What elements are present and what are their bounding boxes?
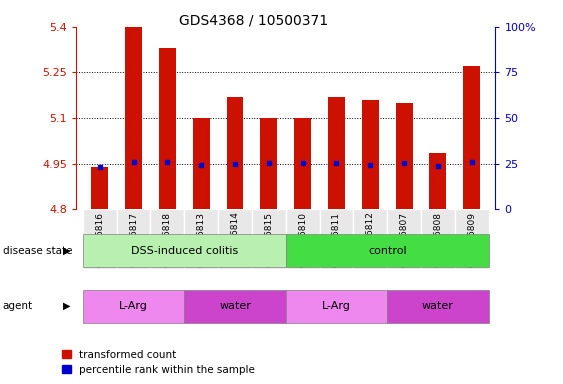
Text: GDS4368 / 10500371: GDS4368 / 10500371 <box>179 13 328 27</box>
Text: DSS-induced colitis: DSS-induced colitis <box>131 245 238 256</box>
Text: water: water <box>422 301 454 311</box>
Text: GSM856810: GSM856810 <box>298 212 307 266</box>
FancyBboxPatch shape <box>117 209 150 269</box>
FancyBboxPatch shape <box>150 209 184 269</box>
Bar <box>463 66 480 209</box>
FancyBboxPatch shape <box>83 290 184 323</box>
Text: L-Arg: L-Arg <box>119 301 148 311</box>
Text: GSM856816: GSM856816 <box>95 212 104 266</box>
Text: agent: agent <box>3 301 33 311</box>
Text: disease state: disease state <box>3 245 72 256</box>
Bar <box>193 118 209 209</box>
FancyBboxPatch shape <box>218 209 252 269</box>
Text: GSM856813: GSM856813 <box>196 212 205 266</box>
Text: control: control <box>368 245 406 256</box>
Text: GSM856808: GSM856808 <box>434 212 443 266</box>
FancyBboxPatch shape <box>184 209 218 269</box>
Text: water: water <box>219 301 251 311</box>
FancyBboxPatch shape <box>320 209 354 269</box>
Bar <box>226 97 243 209</box>
FancyBboxPatch shape <box>387 290 489 323</box>
Text: GSM856814: GSM856814 <box>230 212 239 266</box>
Text: L-Arg: L-Arg <box>322 301 351 311</box>
FancyBboxPatch shape <box>421 209 455 269</box>
Legend: transformed count, percentile rank within the sample: transformed count, percentile rank withi… <box>61 350 255 375</box>
FancyBboxPatch shape <box>83 234 286 267</box>
Text: GSM856818: GSM856818 <box>163 212 172 266</box>
FancyBboxPatch shape <box>286 209 320 269</box>
Bar <box>430 153 446 209</box>
Text: GSM856811: GSM856811 <box>332 212 341 266</box>
Text: GSM856815: GSM856815 <box>264 212 273 266</box>
FancyBboxPatch shape <box>83 209 117 269</box>
Text: GSM856809: GSM856809 <box>467 212 476 266</box>
Text: ▶: ▶ <box>63 245 70 256</box>
Bar <box>328 97 345 209</box>
Text: ▶: ▶ <box>63 301 70 311</box>
FancyBboxPatch shape <box>184 290 286 323</box>
Text: GSM856817: GSM856817 <box>129 212 138 266</box>
Bar <box>362 100 379 209</box>
FancyBboxPatch shape <box>354 209 387 269</box>
Bar <box>125 27 142 209</box>
Bar <box>396 103 413 209</box>
Bar <box>260 118 277 209</box>
FancyBboxPatch shape <box>387 209 421 269</box>
Bar <box>91 167 108 209</box>
Text: GSM856812: GSM856812 <box>366 212 375 266</box>
FancyBboxPatch shape <box>286 234 489 267</box>
FancyBboxPatch shape <box>252 209 286 269</box>
Text: GSM856807: GSM856807 <box>400 212 409 266</box>
Bar <box>159 48 176 209</box>
FancyBboxPatch shape <box>286 290 387 323</box>
Bar <box>294 118 311 209</box>
FancyBboxPatch shape <box>455 209 489 269</box>
